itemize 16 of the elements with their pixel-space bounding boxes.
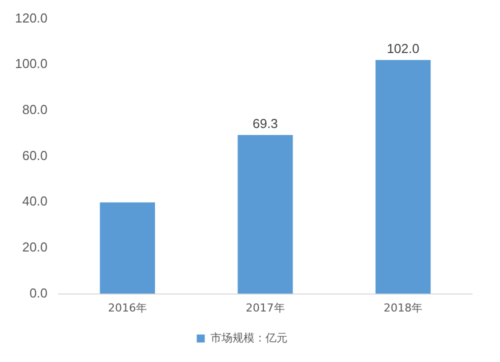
data-label: 102.0 [386,41,420,56]
x-tick-label: 2016年 [108,301,147,314]
x-tick-label: 2018年 [384,301,423,314]
y-tick-label: 100.0 [14,56,48,72]
legend-label: 市场规模：亿元 [210,331,288,344]
y-tick-label: 60.0 [22,148,48,163]
x-tick-label: 2017年 [246,301,285,314]
data-label: 69.3 [252,116,278,132]
bar [376,60,431,294]
y-tick-label: 20.0 [22,240,48,255]
bar [238,134,293,294]
y-tick-label: 0.0 [29,285,48,300]
bar [100,202,156,294]
y-tick-label: 120.0 [14,10,48,26]
y-tick-label: 40.0 [22,194,48,209]
y-tick-label: 80.0 [22,102,48,118]
